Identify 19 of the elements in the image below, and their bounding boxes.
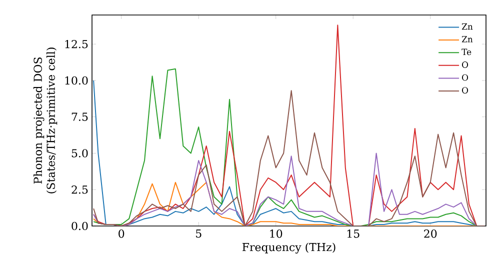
y-tick-label: 2.5	[72, 185, 88, 194]
y-tick-label: 12.5	[65, 40, 88, 48]
legend-label: Zn	[462, 23, 473, 30]
x-axis-title: Frequency (THz)	[242, 242, 336, 254]
x-tick-label: 15	[347, 230, 360, 238]
legend-label: Zn	[462, 36, 473, 42]
y-tick-label: 7.5	[72, 112, 88, 121]
x-tick-label: 5	[196, 230, 202, 238]
x-tick-label: 0	[118, 230, 124, 238]
y-tick-label: 0.0	[72, 222, 88, 230]
legend-label: O	[462, 62, 468, 68]
legend-label: O	[462, 74, 468, 81]
legend-label: O	[462, 87, 468, 94]
x-tick-label: 10	[270, 230, 282, 238]
x-tick-label: 20	[424, 230, 437, 238]
y-tick-label: 10.0	[65, 76, 88, 85]
y-tick-label: 5.0	[72, 149, 88, 158]
legend-label: Te	[462, 48, 472, 56]
y-axis-title: Phonon projected DOS (States/THz·primitive cell)	[33, 48, 58, 194]
